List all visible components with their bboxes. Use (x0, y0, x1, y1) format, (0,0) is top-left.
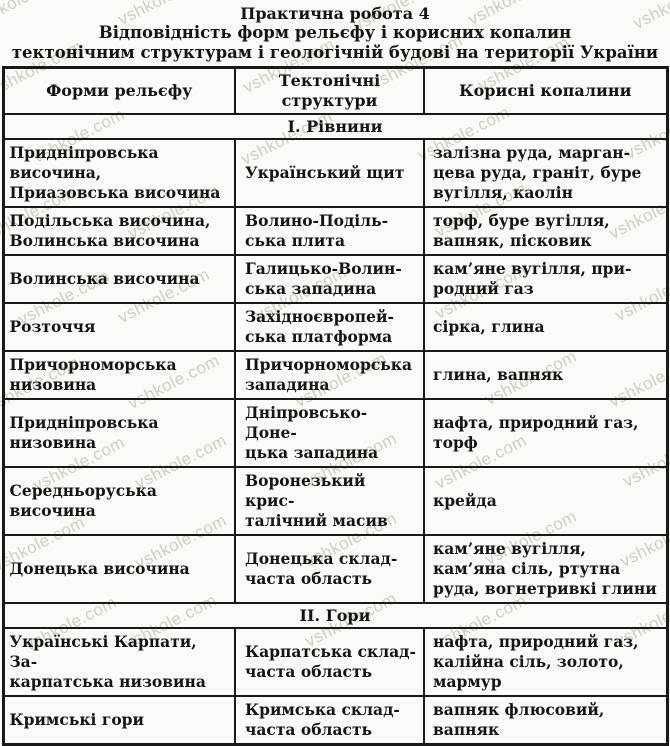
minerals-cell: кам’яне вугілля, кам’яна сіль, ртутна ру… (423, 534, 668, 604)
minerals-cell: глина, вапняк (423, 350, 668, 400)
tectonic-cell: Кримська склад- часта область (234, 695, 425, 746)
page-title: Практична робота 4 Відповідність форм ре… (0, 0, 670, 63)
relief-cell: Розточчя (2, 302, 236, 352)
minerals-cell: вапняк флюсовий, вапняк (423, 695, 668, 746)
relief-cell: Причорноморська низовина (2, 350, 236, 400)
relief-cell: Українські Карпати, За- карпатська низов… (2, 627, 236, 697)
tectonic-cell: Волино-Поділь- ська плита (234, 206, 425, 256)
relief-cell: Волинська височина (2, 254, 236, 304)
table-row: Кримські гори Кримська склад- часта обла… (2, 695, 668, 746)
section-row-mountains: ІІ. Гори (2, 602, 668, 629)
header-minerals: Корисні копалини (423, 66, 668, 115)
relief-cell: Придніпровська височина, Приазовська вис… (2, 138, 236, 208)
tectonic-cell: Воронезький крис- талічний масив (234, 466, 425, 536)
section-row-plains: І. Рівнини (2, 113, 668, 140)
relief-cell: Придніпровська низовина (2, 398, 236, 468)
tectonic-cell: Дніпровсько-Доне- цька западина (234, 398, 425, 468)
title-line-1: Практична робота 4 (240, 4, 430, 23)
tectonic-cell: Карпатська склад- часта область (234, 627, 425, 697)
header-row: Форми рельєфу Тектонічні структури Корис… (2, 66, 668, 115)
section-label-mountains: ІІ. Гори (2, 602, 668, 629)
table-row: Придніпровська височина, Приазовська вис… (2, 138, 668, 208)
table-row: Розточчя Західноєвропей- ська платформа … (2, 302, 668, 352)
section-label-plains: І. Рівнини (2, 113, 668, 140)
table-row: Донецька височина Донецька склад- часта … (2, 534, 668, 604)
table-row: Причорноморська низовина Причорноморська… (2, 350, 668, 400)
minerals-cell: кам’яне вугілля, при- родний газ (423, 254, 668, 304)
relief-tectonics-minerals-table: Форми рельєфу Тектонічні структури Корис… (1, 66, 669, 746)
tectonic-cell: Донецька склад- часта область (234, 534, 425, 604)
relief-cell: Середньоруська височина (2, 466, 236, 536)
tectonic-cell: Причорноморська западина (234, 350, 425, 400)
table-row: Середньоруська височина Воронезький крис… (2, 466, 668, 536)
tectonic-cell: Український щит (234, 138, 425, 208)
minerals-cell: торф, буре вугілля, вапняк, пісковик (423, 206, 668, 256)
minerals-cell: нафта, природний газ, калійна сіль, золо… (423, 627, 668, 697)
relief-cell: Подільська височина, Волинська височина (2, 206, 236, 256)
minerals-cell: сірка, глина (423, 302, 668, 352)
table-row: Українські Карпати, За- карпатська низов… (2, 627, 668, 697)
minerals-cell: залізна руда, марган- цева руда, граніт,… (423, 138, 668, 208)
header-tectonic: Тектонічні структури (234, 66, 425, 115)
table-row: Волинська височина Галицько-Волин- ська … (2, 254, 668, 304)
table-row: Подільська височина, Волинська височина … (2, 206, 668, 256)
minerals-cell: крейда (423, 466, 668, 536)
title-line-3: тектонічним структурам і геологічній буд… (11, 43, 659, 62)
table-row: Придніпровська низовина Дніпровсько-Доне… (2, 398, 668, 468)
relief-cell: Кримські гори (2, 695, 236, 746)
relief-cell: Донецька височина (2, 534, 236, 604)
minerals-cell: нафта, природний газ, торф (423, 398, 668, 468)
tectonic-cell: Галицько-Волин- ська западина (234, 254, 425, 304)
title-line-2: Відповідність форм рельєфу і корисних ко… (98, 23, 572, 42)
tectonic-cell: Західноєвропей- ська платформа (234, 302, 425, 352)
header-relief: Форми рельєфу (2, 66, 236, 115)
